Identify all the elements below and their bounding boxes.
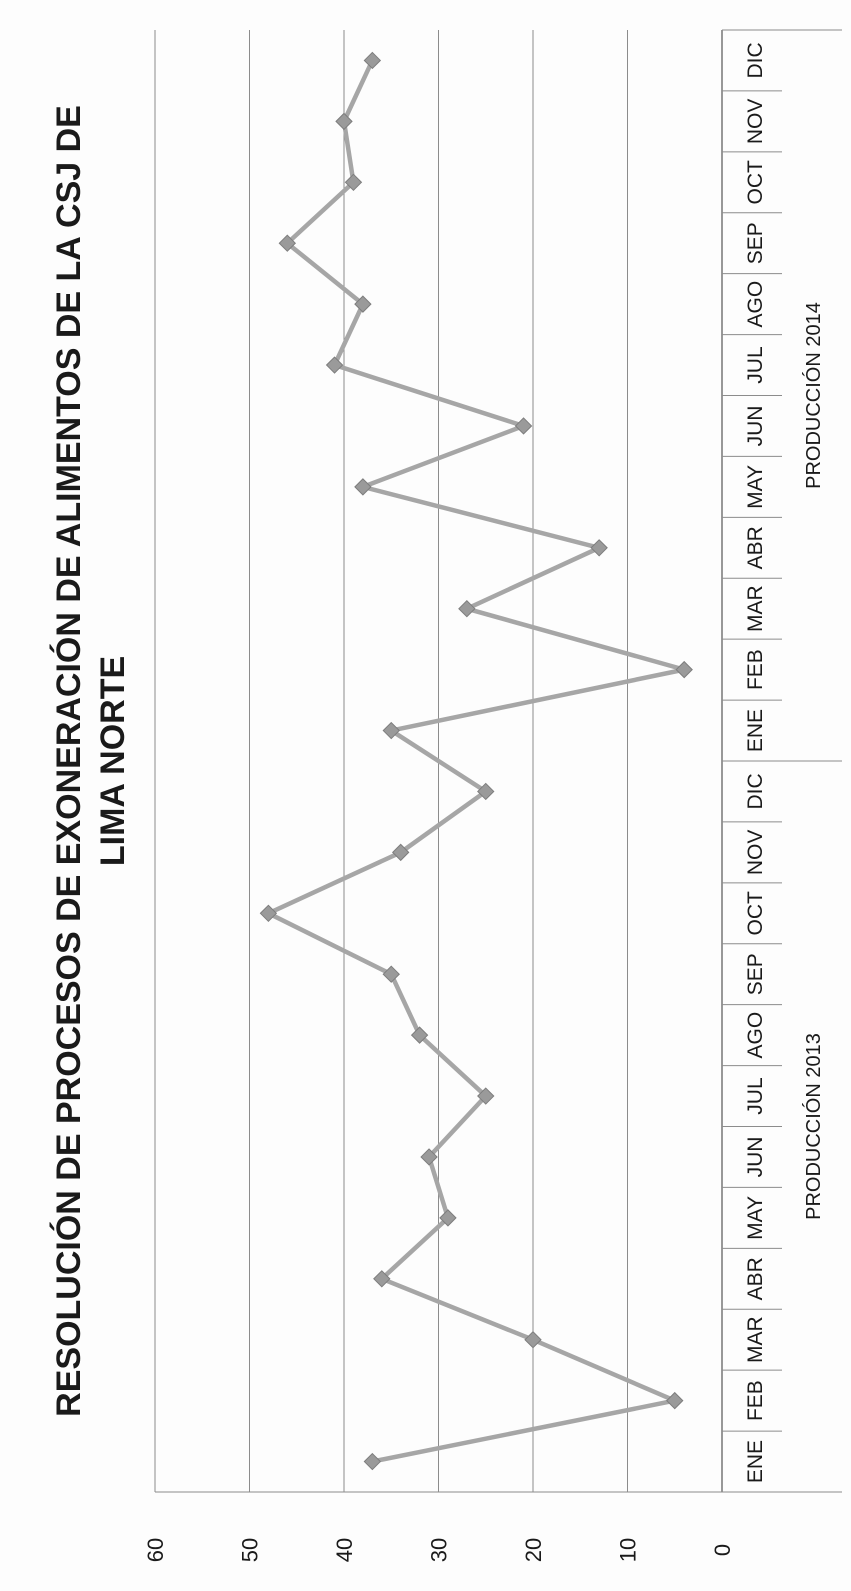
data-point-12 — [477, 782, 495, 801]
data-point-21 — [278, 234, 297, 252]
category-label-19: JUL — [744, 346, 767, 383]
chart-title-line-2: LIMA NORTE — [94, 656, 132, 866]
data-point-8 — [410, 1026, 429, 1044]
group-label-1: PRODUCCIÓN 2013 — [802, 1033, 825, 1220]
category-label-17: MAY — [744, 465, 767, 509]
data-point-5 — [439, 1209, 457, 1227]
axis-labels: 0 10 20 30 40 50 60 ENE FEB MAR ABR MAY JUN JUL AGO SEP… — [143, 42, 825, 1562]
category-label-14: FEB — [744, 649, 767, 690]
category-label-10: OCT — [744, 891, 767, 936]
data-point-22 — [344, 173, 363, 191]
axes — [155, 29, 842, 1493]
data-point-3 — [524, 1331, 542, 1349]
data-point-11 — [391, 843, 410, 862]
category-label-8: AGO — [744, 1012, 767, 1059]
category-label-11: NOV — [744, 830, 767, 876]
data-point-24 — [363, 51, 382, 70]
category-label-4: ABR — [744, 1257, 767, 1300]
category-label-22: OCT — [744, 160, 767, 205]
series-line — [263, 59, 685, 1464]
category-label-24: DIC — [744, 42, 767, 78]
group-label-2: PRODUCCIÓN 2014 — [802, 302, 825, 489]
category-label-1: ENE — [744, 1440, 767, 1483]
y-tick-label-30: 30 — [427, 1538, 452, 1562]
data-point-15 — [458, 600, 476, 618]
data-point-19 — [325, 356, 344, 374]
category-label-16: ABR — [744, 526, 767, 569]
y-tick-label-40: 40 — [332, 1538, 357, 1562]
data-point-9 — [382, 965, 400, 983]
category-label-7: JUL — [744, 1077, 767, 1114]
data-point-23 — [335, 112, 353, 131]
y-tick-label-10: 10 — [616, 1538, 641, 1562]
data-point-18 — [514, 417, 533, 435]
category-label-18: JUN — [744, 406, 767, 447]
chart-title-line-1: RESOLUCIÓN DE PROCESOS DE EXONERACIÓN DE… — [50, 105, 88, 1417]
data-point-17 — [354, 478, 372, 496]
category-label-15: MAR — [744, 585, 767, 632]
data-point-6 — [420, 1148, 438, 1166]
category-label-23: NOV — [744, 99, 767, 145]
data-point-1 — [363, 1452, 382, 1471]
series-production — [259, 51, 693, 1471]
data-point-2 — [666, 1391, 684, 1410]
category-label-21: SEP — [744, 222, 767, 264]
data-point-14 — [675, 660, 693, 679]
data-point-16 — [590, 539, 608, 557]
data-point-13 — [382, 721, 400, 740]
y-tick-label-0: 0 — [710, 1544, 735, 1556]
category-label-5: MAY — [744, 1196, 767, 1240]
category-label-9: SEP — [744, 953, 767, 995]
data-point-7 — [477, 1087, 495, 1105]
y-tick-label-60: 60 — [143, 1538, 168, 1562]
category-label-3: MAR — [744, 1316, 767, 1363]
category-label-20: AGO — [744, 281, 767, 328]
chart-title: RESOLUCIÓN DE PROCESOS DE EXONERACIÓN DE… — [50, 105, 132, 1417]
category-label-13: ENE — [744, 709, 767, 752]
data-point-4 — [373, 1270, 391, 1288]
category-label-6: JUN — [744, 1137, 767, 1178]
category-label-12: DIC — [744, 773, 767, 809]
y-tick-label-50: 50 — [238, 1538, 263, 1562]
data-point-20 — [354, 295, 372, 313]
y-tick-label-20: 20 — [521, 1538, 546, 1562]
data-point-10 — [259, 904, 278, 922]
category-label-2: FEB — [744, 1380, 767, 1421]
